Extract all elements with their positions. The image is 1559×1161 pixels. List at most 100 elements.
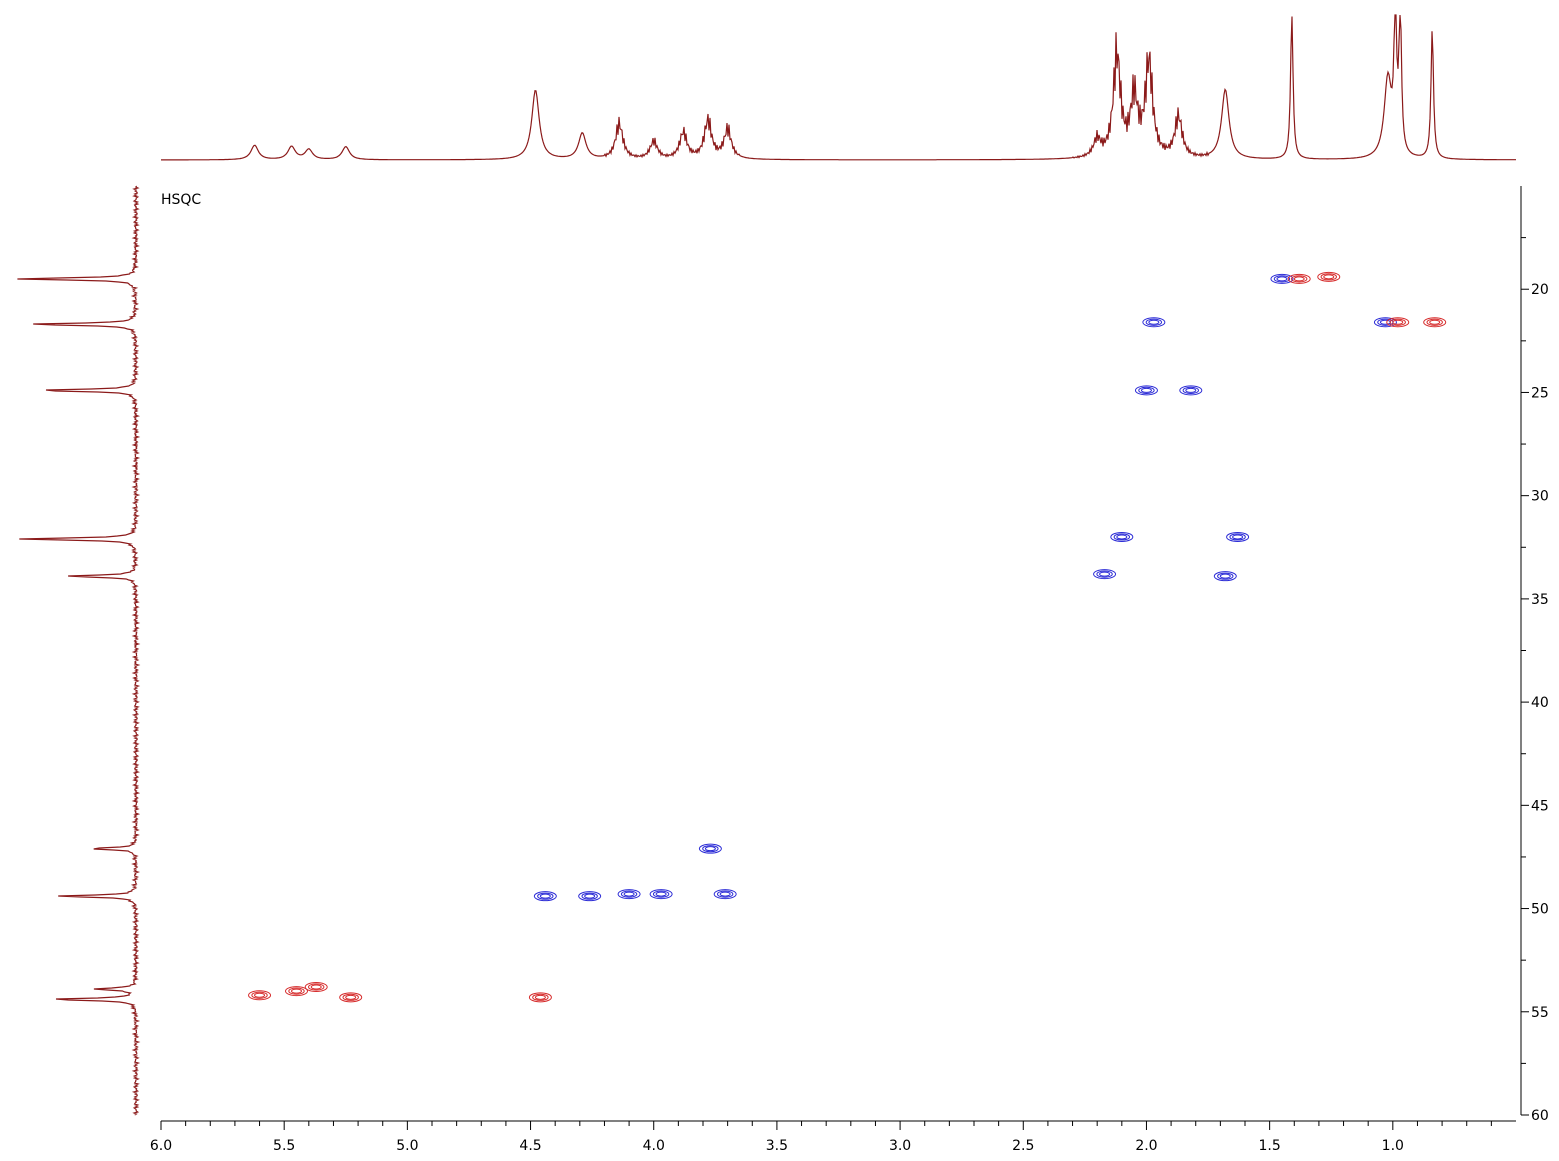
y-axis: 20 25 30 35 40 45 50 55 60 [1520,186,1549,1124]
contour-ring [1099,571,1111,577]
x-tick-label: 6.0 [150,1138,172,1154]
x-axis: 6.0 5.5 5.0 4.5 4.0 3.5 3.0 2.5 2.0 1.5 1.0 [150,1120,1516,1154]
contour-ring [649,889,673,900]
x-tick-label: 3.5 [766,1138,788,1154]
contour-ring [1320,273,1337,281]
experiment-label: HSQC [161,192,201,208]
y-tick-label: 50 [1531,902,1549,918]
contour-ring [1229,533,1246,541]
contour-ring [620,890,638,898]
contour-ring [713,889,737,900]
x-tick-label: 2.5 [1012,1138,1034,1154]
x-tick-label: 2.0 [1135,1138,1157,1154]
contour-ring [1226,531,1250,542]
contour-ring [1182,386,1200,394]
contour-ring [288,987,305,995]
x-tick-label: 5.5 [273,1138,295,1154]
contour-ring [1116,534,1128,540]
contour-ring [578,891,602,902]
contour-peak [533,891,557,902]
h1-projection-trace [161,14,1516,161]
contour-peak [698,843,722,854]
y-tick-label: 45 [1531,798,1549,814]
contour-ring [1276,276,1288,282]
contour-ring [1232,534,1244,540]
contour-ring [655,891,667,897]
contour-ring [291,988,302,994]
contour-peak [1110,531,1134,542]
contour-ring [1140,387,1152,393]
contour-ring [1138,386,1155,394]
contour-peak [1134,385,1158,396]
contour-peak [304,982,328,993]
contour-ring [304,982,328,993]
contour-peak [1317,271,1341,282]
contour-ring [1217,572,1234,580]
contour-ring [1323,274,1335,280]
contour-peak [1142,317,1166,328]
y-tick-label: 60 [1531,1108,1549,1124]
contour-ring [1429,319,1441,325]
contour-ring [310,984,322,990]
contour-ring [534,994,546,1000]
contour-peak [1213,571,1237,582]
contour-ring [1386,317,1410,328]
contour-peak [1270,273,1294,284]
contour-peak [1093,569,1117,580]
contour-ring [584,893,596,899]
contour-peak [1226,531,1250,542]
x-tick-label: 1.0 [1382,1138,1404,1154]
h1-projection-spectrum [161,14,1516,161]
contour-ring [1379,319,1391,325]
contour-ring [716,890,734,898]
contour-peak [578,891,602,902]
y-tick-label: 40 [1531,695,1549,711]
contour-ring [539,893,551,899]
hsqc-contour-peaks [248,271,1447,1003]
contour-peak [1423,317,1447,328]
x-tick-label: 4.0 [643,1138,665,1154]
contour-ring [532,993,549,1001]
contour-ring [698,843,722,854]
contour-ring [581,892,598,900]
contour-peak [285,986,308,997]
contour-ring [1293,276,1305,282]
contour-ring [1148,319,1160,325]
contour-peak [1386,317,1410,328]
contour-ring [704,846,716,852]
contour-peak [1179,385,1203,396]
contour-ring [1423,317,1447,328]
contour-ring [1373,317,1397,328]
contour-ring [1113,533,1131,541]
x-tick-label: 1.5 [1259,1138,1281,1154]
contour-ring [285,986,308,997]
contour-ring [1270,273,1294,284]
contour-ring [1273,275,1291,283]
contour-ring [533,891,557,902]
y-tick-label: 25 [1531,385,1549,401]
contour-ring [339,992,363,1003]
contour-ring [345,994,357,1000]
contour-ring [248,990,272,1001]
contour-ring [1134,385,1158,396]
c13-projection-spectrum [17,185,141,1116]
contour-ring [254,992,266,998]
contour-ring [1096,570,1113,578]
contour-ring [1426,318,1443,326]
y-tick-label: 35 [1531,592,1549,608]
contour-ring [1142,317,1166,328]
contour-ring [1287,273,1311,284]
x-tick-label: 4.5 [519,1138,541,1154]
contour-ring [617,889,641,900]
contour-peak [649,889,673,900]
contour-ring [308,983,325,991]
contour-peak [617,889,641,900]
contour-ring [702,845,719,853]
contour-peak [1287,273,1311,284]
contour-ring [1213,571,1237,582]
x-tick-label: 3.0 [889,1138,911,1154]
contour-ring [342,993,359,1001]
contour-ring [1145,318,1163,326]
contour-ring [1110,531,1134,542]
